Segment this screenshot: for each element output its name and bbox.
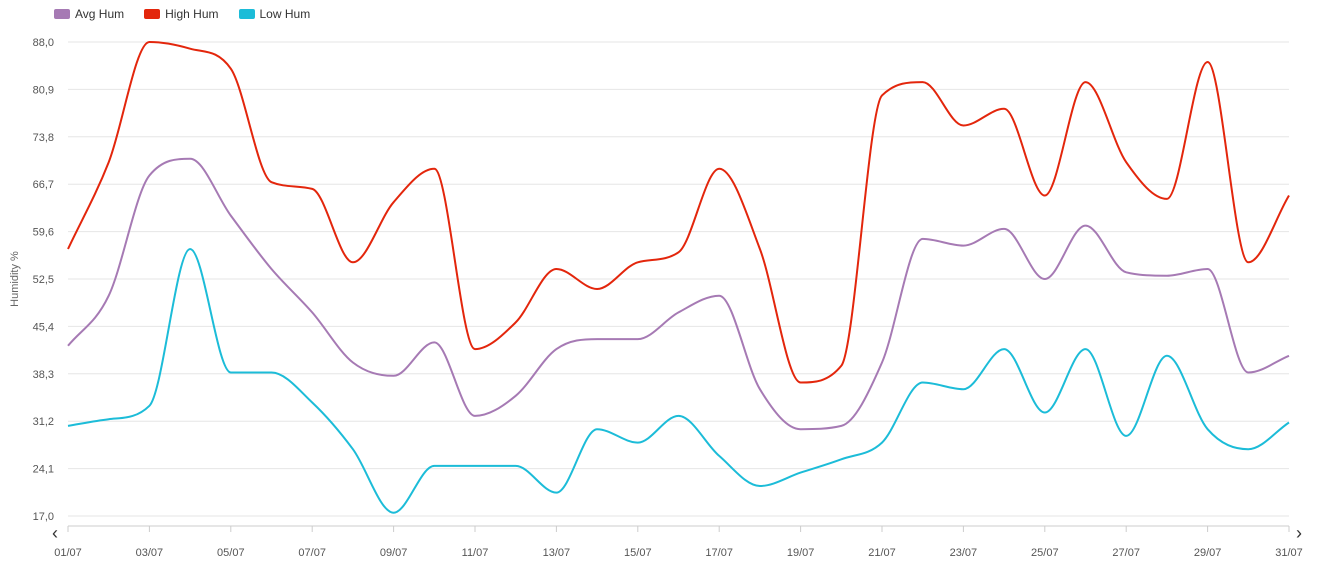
x-tick-label: 09/07 — [380, 547, 408, 559]
grid-lines — [68, 41, 1289, 517]
y-tick-label: 17,0 — [33, 511, 54, 523]
y-tick-label: 88,0 — [33, 37, 54, 49]
series-line-high-hum[interactable] — [67, 41, 1290, 384]
x-tick-label: 23/07 — [950, 547, 978, 559]
series-lines — [67, 41, 1290, 514]
y-tick-label: 45,4 — [33, 321, 54, 333]
legend-item-low-hum[interactable]: Low Hum — [238, 7, 311, 21]
y-axis-label: Humidity % — [9, 251, 21, 307]
prev-nav-arrow-icon[interactable]: ‹ — [52, 523, 58, 543]
legend-swatch-high-hum — [144, 9, 161, 19]
x-tick-label: 05/07 — [217, 547, 245, 559]
next-nav-arrow-icon[interactable]: › — [1296, 523, 1302, 543]
legend-label-avg-hum: Avg Hum — [75, 7, 125, 21]
legend-item-avg-hum[interactable]: Avg Hum — [54, 7, 124, 21]
x-tick-label: 15/07 — [624, 547, 652, 559]
y-tick-label: 80,9 — [33, 84, 54, 96]
legend-label-low-hum: Low Hum — [259, 7, 311, 21]
x-axis: 01/07 03/07 05/07 07/07 09/07 11/07 13/07 15/07… — [54, 525, 1303, 559]
series-line-avg-hum[interactable] — [67, 157, 1290, 431]
x-tick-label: 07/07 — [298, 547, 326, 559]
series-line-low-hum[interactable] — [67, 248, 1290, 514]
x-tick-label: 17/07 — [705, 547, 733, 559]
x-tick-label: 13/07 — [543, 547, 571, 559]
x-tick-label: 11/07 — [462, 547, 489, 559]
x-tick-label: 01/07 — [54, 547, 82, 559]
legend-item-high-hum[interactable]: High Hum — [144, 7, 219, 21]
x-tick-label: 19/07 — [787, 547, 815, 559]
x-tick-label: 29/07 — [1194, 547, 1222, 559]
y-tick-label: 38,3 — [33, 369, 54, 381]
legend-swatch-avg-hum — [54, 9, 70, 19]
y-tick-label: 31,2 — [33, 416, 54, 428]
x-tick-label: 31/07 — [1275, 547, 1303, 559]
x-tick-label: 21/07 — [868, 547, 896, 559]
y-tick-label: 66,7 — [33, 179, 54, 191]
x-tick-label: 03/07 — [136, 547, 164, 559]
y-tick-label: 59,6 — [33, 227, 54, 239]
y-axis: 88,0 80,9 73,8 66,7 59,6 52,5 45,4 38,3 31,2 24,1… — [33, 37, 54, 523]
legend-swatch-low-hum — [238, 9, 255, 19]
x-tick-label: 25/07 — [1031, 547, 1059, 559]
y-tick-label: 52,5 — [33, 274, 54, 286]
y-tick-label: 73,8 — [33, 132, 54, 144]
legend-label-high-hum: High Hum — [165, 7, 219, 21]
y-tick-label: 24,1 — [33, 464, 54, 476]
x-tick-label: 27/07 — [1112, 547, 1140, 559]
chart-legend: Avg Hum High Hum Low Hum — [54, 7, 310, 21]
